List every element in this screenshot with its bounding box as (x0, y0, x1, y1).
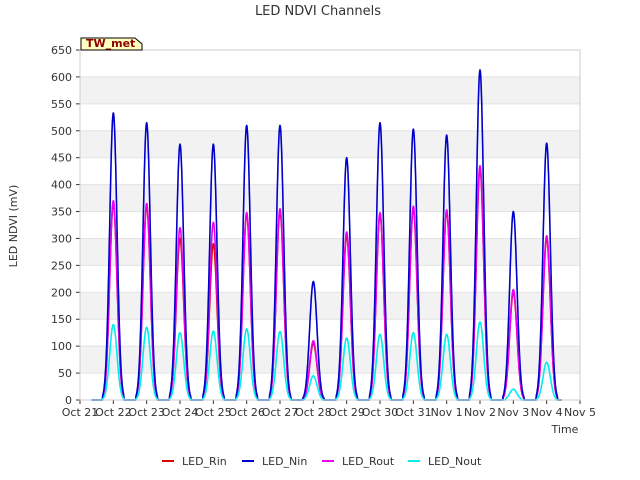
legend-label: LED_Rin (182, 455, 227, 468)
legend-label: LED_Rout (342, 455, 395, 468)
y-tick-label: 50 (58, 367, 72, 380)
y-tick-label: 200 (51, 286, 72, 299)
grid-band (80, 292, 580, 320)
x-tick-label: Nov 5 (564, 406, 596, 419)
y-tick-label: 350 (51, 206, 72, 219)
x-tick-label: Oct 26 (228, 406, 265, 419)
y-tick-label: 450 (51, 152, 72, 165)
y-tick-label: 500 (51, 125, 72, 138)
y-tick-label: 550 (51, 98, 72, 111)
y-tick-label: 300 (51, 232, 72, 245)
x-tick-label: Nov 4 (531, 406, 563, 419)
annotation-text: TW_met (86, 37, 135, 50)
grid-band (80, 238, 580, 266)
legend-label: LED_Nout (428, 455, 482, 468)
x-tick-label: Oct 22 (95, 406, 132, 419)
grid-band (80, 130, 580, 158)
x-tick-label: Oct 25 (195, 406, 232, 419)
x-tick-label: Oct 31 (395, 406, 432, 419)
y-tick-label: 150 (51, 313, 72, 326)
grid-band (80, 184, 580, 212)
grid-band (80, 76, 580, 104)
series-lines (79, 49, 581, 401)
plot-area (80, 49, 580, 401)
x-tick-label: Nov 2 (464, 406, 496, 419)
y-tick-label: 250 (51, 259, 72, 272)
x-tick-label: Oct 24 (162, 406, 199, 419)
plot-frame (80, 50, 580, 400)
chart-title: LED NDVI Channels (255, 4, 381, 19)
y-tick-label: 600 (51, 71, 72, 84)
x-tick-label: Nov 1 (431, 406, 463, 419)
y-tick-label: 650 (51, 44, 72, 57)
legend: LED_Rin LED_Nin LED_Rout LED_Nout (162, 455, 482, 468)
x-tick-label: Oct 30 (362, 406, 399, 419)
y-axis: 0 50 100 150 200 250 300 350 400 450 500 550 600 650 (51, 44, 80, 407)
legend-label: LED_Nin (262, 455, 307, 468)
grid-band (80, 346, 580, 374)
y-tick-label: 400 (51, 179, 72, 192)
plot-border (79, 49, 581, 401)
y-tick-label: 0 (65, 394, 72, 407)
y-axis-label: LED NDVI (mV) (7, 185, 20, 268)
annotation-badge: TW_met (80, 37, 143, 51)
x-tick-label: Oct 29 (328, 406, 365, 419)
x-tick-label: Oct 23 (128, 406, 165, 419)
x-tick-label: Oct 21 (62, 406, 99, 419)
y-tick-label: 100 (51, 340, 72, 353)
x-axis-label: Time (551, 423, 579, 436)
x-tick-label: Oct 27 (262, 406, 299, 419)
x-tick-label: Oct 28 (295, 406, 332, 419)
x-tick-label: Nov 3 (497, 406, 529, 419)
